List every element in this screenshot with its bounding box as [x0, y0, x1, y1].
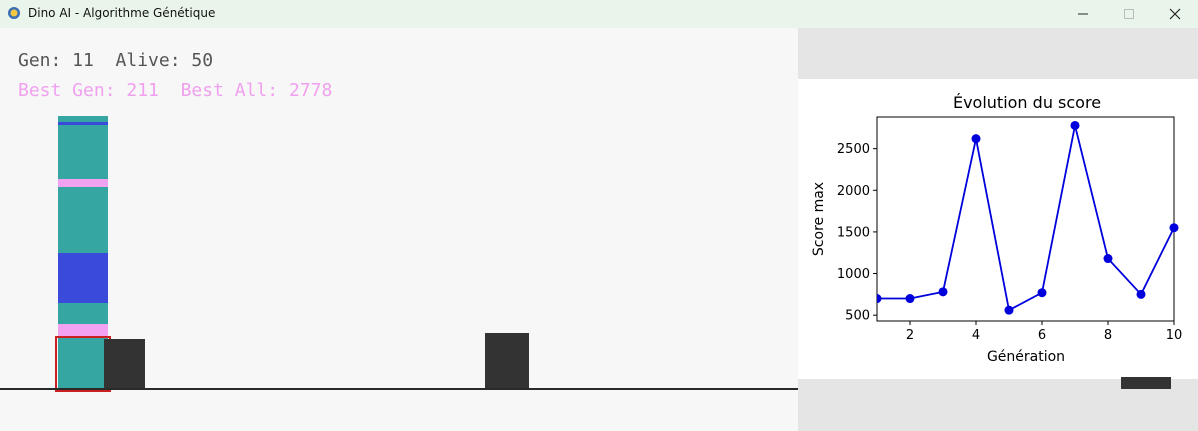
score-chart: Évolution du score 2 4 6 8 10 500 1000 1500 2000…: [811, 93, 1183, 365]
best-gen-label: Best Gen: 211: [18, 80, 159, 101]
score-plot: Évolution du score 2 4 6 8 10 500 1000 1500 2000…: [798, 79, 1198, 379]
data-point: [1037, 288, 1047, 298]
dino-sprite: [58, 187, 108, 253]
chart-title: Évolution du score: [953, 93, 1101, 112]
x-tick-label: 6: [1038, 328, 1046, 343]
game-canvas: Gen: 11 Alive: 50 Best Gen: 211 Best All…: [0, 28, 798, 431]
y-tick-label: 2500: [837, 142, 870, 157]
data-point: [1169, 223, 1179, 233]
data-point: [1103, 254, 1113, 264]
dino-sprite: [58, 324, 108, 336]
dino-sprite: [58, 122, 108, 125]
data-point: [1004, 305, 1014, 315]
best-dino-highlight: [55, 336, 111, 392]
dino-sprite: [58, 116, 108, 122]
x-axis-label: Génération: [987, 349, 1065, 365]
minimize-icon: [1078, 13, 1088, 15]
x-tick-label: 8: [1104, 328, 1112, 343]
best-dino: [58, 336, 108, 390]
stats-panel: Évolution du score 2 4 6 8 10 500 1000 1500 2000…: [798, 28, 1198, 431]
dino-sprite: [58, 303, 108, 324]
data-point: [905, 294, 915, 304]
y-tick-label: 2000: [837, 184, 870, 199]
y-tick-label: 500: [845, 309, 870, 324]
title-bar: Dino AI - Algorithme Génétique: [0, 0, 1198, 28]
x-tick-label: 4: [972, 328, 980, 343]
ground-line: [0, 388, 798, 390]
data-point: [938, 287, 948, 297]
gen-label: Gen: 11: [18, 50, 94, 71]
cactus-obstacle: [104, 339, 145, 390]
data-point: [1136, 289, 1146, 299]
dino-sprite: [58, 253, 108, 303]
cactus-obstacle: [1121, 377, 1171, 389]
x-tick-label: 10: [1166, 328, 1183, 343]
y-axis-label: Score max: [811, 182, 827, 256]
plot-frame: [876, 116, 1175, 322]
app-icon: [8, 7, 20, 19]
data-point: [1070, 120, 1080, 130]
generation-stats: Gen: 11 Alive: 50: [18, 50, 213, 71]
data-point: [971, 134, 981, 144]
dino-sprite: [58, 125, 108, 179]
best-all-label: Best All: 2778: [180, 80, 333, 101]
close-icon: [1169, 8, 1181, 20]
alive-label: Alive: 50: [115, 50, 214, 71]
dino-sprite: [58, 179, 108, 187]
best-stats: Best Gen: 211 Best All: 2778: [18, 80, 332, 101]
score-line: [877, 125, 1175, 312]
maximize-icon: [1124, 9, 1134, 19]
maximize-button[interactable]: [1106, 0, 1152, 28]
close-button[interactable]: [1152, 0, 1198, 28]
minimize-button[interactable]: [1060, 0, 1106, 28]
y-tick-label: 1000: [837, 267, 870, 282]
data-point: [877, 294, 882, 304]
y-tick-label: 1500: [837, 225, 870, 240]
cactus-obstacle: [485, 333, 529, 390]
window-title: Dino AI - Algorithme Génétique: [28, 6, 216, 20]
x-tick-label: 2: [906, 328, 914, 343]
